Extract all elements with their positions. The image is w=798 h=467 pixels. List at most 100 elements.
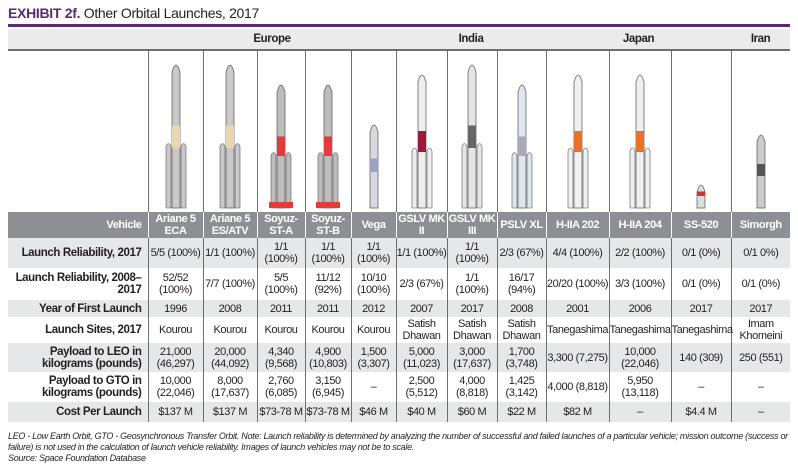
vehicle-image-cell <box>304 50 351 212</box>
table-row: Year of First Launch 1996 2008 2011 2011 2012… <box>8 300 791 317</box>
title-rule <box>8 24 790 27</box>
table-cell: $60 M <box>446 402 498 422</box>
table-cell: 1,700 (3,748) <box>496 343 547 372</box>
table-cell: 2017 <box>446 300 498 317</box>
vehicle-image-cell <box>202 50 257 212</box>
table-row: Launch Sites, 2017 Kourou Kourou Kourou Kour… <box>8 317 791 343</box>
table-cell: 1/1 (100%) <box>446 238 498 268</box>
table-cell: Satish Dhawan <box>395 317 448 343</box>
table-cell: 1/1 (100%) <box>256 238 305 268</box>
table-cell: – <box>730 402 791 422</box>
vehicle-name: Soyuz-ST-A <box>256 212 305 238</box>
rocket-icon <box>567 74 588 209</box>
rocket-icon <box>219 64 241 209</box>
row-label: Payload to LEO in kilograms (pounds) <box>8 343 148 372</box>
table-cell: 1/1 (100%) <box>446 268 498 300</box>
vehicle-image-cell <box>256 50 305 212</box>
table-cell: 1/1 (100%) <box>304 238 351 268</box>
table-cell: 1/1 (100%) <box>202 238 257 268</box>
rocket-icon <box>369 124 378 209</box>
table-cell: 3,000 (17,637) <box>446 343 498 372</box>
table-cell: Tanegashima <box>608 317 672 343</box>
table-cell: – <box>670 372 732 402</box>
table-cell: 2/3 (67%) <box>395 268 448 300</box>
rocket-icon <box>511 84 532 209</box>
table-cell: 7/7 (100%) <box>202 268 257 300</box>
vehicle-header-label: Vehicle <box>8 212 148 238</box>
vehicle-name: SS-520 <box>670 212 732 238</box>
table-cell: 2012 <box>350 300 397 317</box>
table-cell: $40 M <box>395 402 448 422</box>
table-row: Launch Reliability, 2008–2017 52/52 (100%… <box>8 268 791 300</box>
row-label: Launch Reliability, 2017 <box>8 238 148 268</box>
vehicle-name: Soyuz-ST-B <box>304 212 351 238</box>
table-cell: $82 M <box>545 402 610 422</box>
table-row: Cost Per Launch $137 M $137 M $73-78 M $73-7… <box>8 402 791 422</box>
row-label: Year of First Launch <box>8 300 148 317</box>
table-cell: 11/12 (92%) <box>304 268 351 300</box>
table-cell: 0/1 (0%) <box>670 268 732 300</box>
table-cell: – <box>350 372 397 402</box>
table-cell: 1,425 (3,142) <box>496 372 547 402</box>
image-spacer <box>8 50 148 212</box>
table-cell: Satish Dhawan <box>496 317 547 343</box>
table-cell: $4.4 M <box>670 402 732 422</box>
table-cell: 8,000 (17,637) <box>202 372 257 402</box>
table-cell: Kourou <box>147 317 203 343</box>
region-europe: Europe <box>148 29 397 51</box>
rocket-icon <box>696 184 706 209</box>
table-cell: 4/4 (100%) <box>545 238 610 268</box>
table-cell: $137 M <box>147 402 203 422</box>
table-cell: 2,760 (6,085) <box>256 372 305 402</box>
table-cell: 5,950 (13,118) <box>608 372 672 402</box>
table-cell: Kourou <box>202 317 257 343</box>
table-cell: Kourou <box>256 317 305 343</box>
table-cell: $137 M <box>202 402 257 422</box>
vehicle-image-cell <box>545 50 610 212</box>
row-label: Cost Per Launch <box>8 402 148 422</box>
table-row: Payload to GTO in kilograms (pounds) 10,0… <box>8 372 791 402</box>
row-label: Payload to GTO in kilograms (pounds) <box>41 375 142 399</box>
table-cell: 2001 <box>545 300 610 317</box>
vehicle-name: GSLV MK III <box>446 212 498 238</box>
table-cell: $73-78 M <box>256 402 305 422</box>
region-india: India <box>396 29 547 51</box>
table-cell: Imam Khomeini <box>730 317 791 343</box>
table-cell: 3,300 (7,275) <box>545 343 610 372</box>
vehicle-name: H-IIA 204 <box>608 212 672 238</box>
table-cell: 2008 <box>496 300 547 317</box>
table-cell: 1,500 (3,307) <box>350 343 397 372</box>
vehicle-image-cell <box>147 50 203 212</box>
table-cell: 2006 <box>608 300 672 317</box>
exhibit-title-text: Other Orbital Launches, 2017 <box>83 5 260 21</box>
table-cell: 2011 <box>304 300 351 317</box>
table-cell: 2017 <box>730 300 791 317</box>
table-row: Payload to LEO in kilograms (pounds) 21,0… <box>8 343 791 372</box>
table-cell: 4,900 (10,803) <box>304 343 351 372</box>
table-cell: Kourou <box>350 317 397 343</box>
table-cell: 2/3 (67%) <box>496 238 547 268</box>
table-cell: 2007 <box>395 300 448 317</box>
table-cell: 3,150 (6,945) <box>304 372 351 402</box>
table-cell: 2011 <box>256 300 305 317</box>
vehicle-image-cell <box>350 50 397 212</box>
vehicle-name: Simorgh <box>730 212 791 238</box>
table-cell: 3/3 (100%) <box>608 268 672 300</box>
table-cell: 140 (309) <box>670 343 732 372</box>
table-cell: 20/20 (100%) <box>545 268 610 300</box>
table-cell: 52/52 (100%) <box>147 268 203 300</box>
vehicle-name: GSLV MK II <box>395 212 448 238</box>
vehicle-image-cell <box>496 50 547 212</box>
table-cell: 0/1 (0%) <box>670 238 732 268</box>
table-cell: 16/17 (94%) <box>496 268 547 300</box>
vehicle-image-cell <box>730 50 791 212</box>
table-cell: 5/5 (100%) <box>147 238 203 268</box>
rocket-icon <box>316 84 340 209</box>
table-cell: Tanegashima <box>545 317 610 343</box>
vehicle-header-row: Vehicle Ariane 5 ECA Ariane 5 ES/ATV Soyuz-… <box>8 212 791 238</box>
footnote: LEO - Low Earth Orbit, GTO - Geosynchron… <box>8 431 793 464</box>
vehicle-images-row <box>8 50 791 212</box>
table-row: Launch Reliability, 2017 5/5 (100%) 1/1 (1… <box>8 238 791 268</box>
table-cell: 0/1 (0%) <box>730 268 791 300</box>
region-japan: Japan <box>546 29 732 51</box>
